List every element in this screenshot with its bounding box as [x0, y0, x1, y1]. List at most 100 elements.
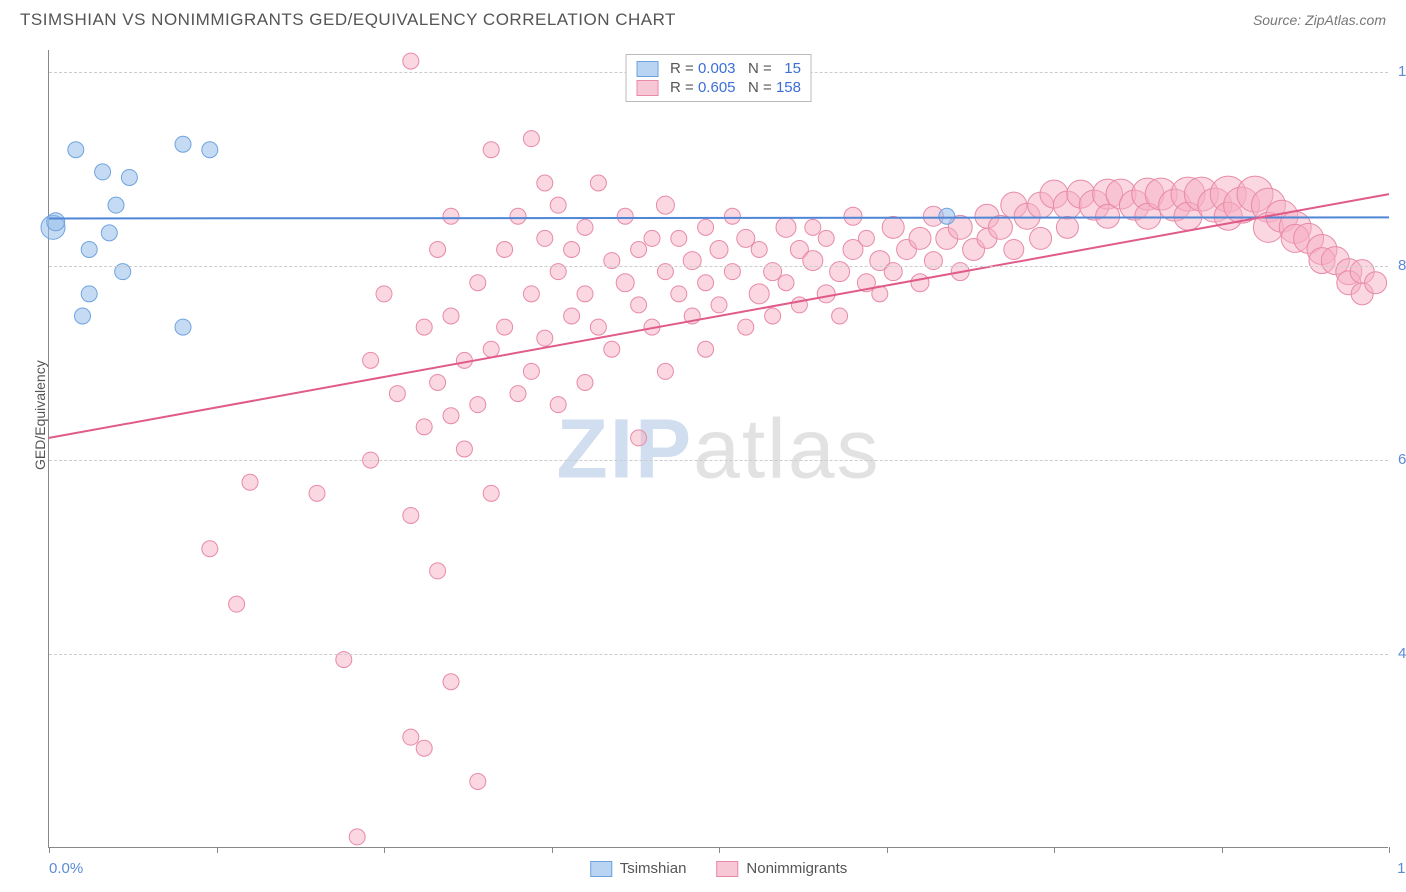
y-tick-label: 100.0% — [1398, 63, 1406, 80]
data-point — [803, 251, 823, 271]
data-point — [121, 169, 137, 185]
data-point — [430, 375, 446, 391]
trend-line — [49, 194, 1389, 438]
x-min-label: 0.0% — [49, 860, 83, 877]
data-point — [416, 419, 432, 435]
data-point — [510, 208, 526, 224]
data-point — [443, 208, 459, 224]
x-max-label: 100.0% — [1397, 860, 1406, 877]
chart-title: TSIMSHIAN VS NONIMMIGRANTS GED/EQUIVALEN… — [20, 10, 676, 30]
data-point — [309, 485, 325, 501]
data-point — [483, 341, 499, 357]
data-point — [882, 216, 904, 238]
data-point — [1365, 272, 1387, 294]
x-tick — [1222, 847, 1223, 853]
data-point — [430, 242, 446, 258]
data-point — [698, 341, 714, 357]
data-point — [470, 397, 486, 413]
data-point — [470, 774, 486, 790]
data-point — [202, 541, 218, 557]
data-point — [550, 397, 566, 413]
data-point — [95, 164, 111, 180]
data-point — [523, 131, 539, 147]
legend-label: Nonimmigrants — [746, 860, 847, 877]
data-point — [403, 729, 419, 745]
data-point — [416, 740, 432, 756]
data-point — [711, 297, 727, 313]
data-point — [456, 441, 472, 457]
data-point — [858, 230, 874, 246]
data-point — [108, 197, 124, 213]
data-point — [175, 136, 191, 152]
legend-stats: R = 0.605 N = 158 — [670, 79, 801, 96]
data-point — [644, 230, 660, 246]
series-legend: Tsimshian Nonimmigrants — [590, 860, 848, 877]
data-point — [749, 284, 769, 304]
x-tick — [552, 847, 553, 853]
data-point — [416, 319, 432, 335]
data-point — [483, 142, 499, 158]
data-point — [737, 229, 755, 247]
data-point — [363, 352, 379, 368]
data-point — [617, 208, 633, 224]
legend-row: R = 0.003 N = 15 — [636, 59, 801, 78]
data-point — [616, 274, 634, 292]
data-point — [751, 242, 767, 258]
data-point — [698, 275, 714, 291]
data-point — [81, 242, 97, 258]
data-point — [765, 308, 781, 324]
legend-item: Tsimshian — [590, 860, 687, 877]
data-point — [81, 286, 97, 302]
data-point — [911, 274, 929, 292]
x-tick — [384, 847, 385, 853]
data-point — [497, 319, 513, 335]
legend-swatch — [636, 61, 658, 77]
data-point — [523, 363, 539, 379]
data-point — [988, 215, 1012, 239]
y-tick-label: 47.5% — [1398, 645, 1406, 662]
x-tick — [1389, 847, 1390, 853]
data-point — [818, 230, 834, 246]
data-point — [550, 197, 566, 213]
grid-line — [49, 460, 1388, 461]
data-point — [242, 474, 258, 490]
data-point — [376, 286, 392, 302]
data-point — [564, 308, 580, 324]
data-point — [403, 508, 419, 524]
data-point — [909, 227, 931, 249]
data-point — [776, 217, 796, 237]
data-point — [577, 219, 593, 235]
data-point — [403, 53, 419, 69]
header-bar: TSIMSHIAN VS NONIMMIGRANTS GED/EQUIVALEN… — [0, 0, 1406, 36]
data-point — [537, 230, 553, 246]
legend-swatch — [590, 861, 612, 877]
data-point — [817, 285, 835, 303]
data-point — [832, 308, 848, 324]
data-point — [483, 485, 499, 501]
data-point — [631, 242, 647, 258]
data-point — [523, 286, 539, 302]
data-point — [778, 275, 794, 291]
data-point — [202, 142, 218, 158]
x-tick — [217, 847, 218, 853]
data-point — [577, 286, 593, 302]
data-point — [590, 319, 606, 335]
y-axis-label: GED/Equivalency — [32, 360, 48, 470]
data-point — [443, 674, 459, 690]
data-point — [1004, 240, 1024, 260]
data-point — [537, 175, 553, 191]
data-point — [805, 219, 821, 235]
data-point — [47, 213, 65, 231]
x-tick — [49, 847, 50, 853]
data-point — [656, 196, 674, 214]
trend-line — [49, 217, 1389, 218]
data-point — [631, 297, 647, 313]
data-point — [830, 262, 850, 282]
x-tick — [1054, 847, 1055, 853]
data-point — [443, 308, 459, 324]
y-tick-label: 65.0% — [1398, 451, 1406, 468]
data-point — [175, 319, 191, 335]
x-tick — [719, 847, 720, 853]
data-point — [939, 208, 955, 224]
data-point — [738, 319, 754, 335]
